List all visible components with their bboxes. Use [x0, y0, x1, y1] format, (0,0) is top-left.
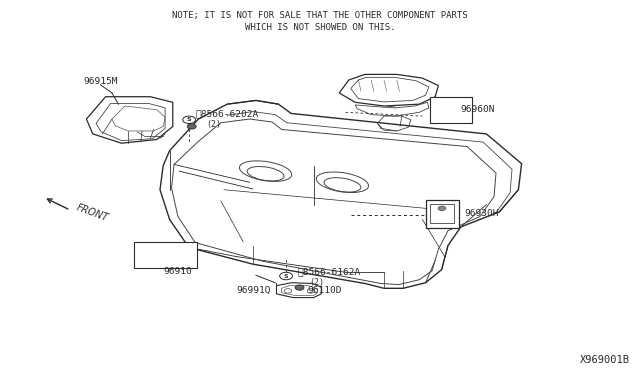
- Text: (2): (2): [309, 278, 324, 287]
- Text: 96960N: 96960N: [461, 105, 495, 114]
- Circle shape: [188, 124, 196, 129]
- Text: NOTE; IT IS NOT FOR SALE THAT THE OTHER COMPONENT PARTS: NOTE; IT IS NOT FOR SALE THAT THE OTHER …: [172, 11, 468, 20]
- Circle shape: [438, 206, 445, 211]
- Circle shape: [183, 116, 196, 124]
- Text: 96930H: 96930H: [464, 209, 499, 218]
- FancyBboxPatch shape: [426, 200, 459, 228]
- Text: S: S: [284, 273, 289, 279]
- Text: S: S: [187, 117, 191, 122]
- Text: Ⓢ8566-6162A: Ⓢ8566-6162A: [298, 268, 361, 277]
- Text: FRONT: FRONT: [76, 202, 110, 223]
- Circle shape: [280, 272, 292, 280]
- Bar: [134, 242, 197, 268]
- Bar: [430, 204, 454, 223]
- Text: X969001B: X969001B: [580, 355, 630, 365]
- Bar: [430, 97, 472, 123]
- Text: 96915M: 96915M: [83, 77, 118, 86]
- Text: 96110D: 96110D: [307, 286, 342, 295]
- Text: Ⓢ8566-6202A: Ⓢ8566-6202A: [195, 109, 259, 118]
- Text: 96910: 96910: [163, 267, 192, 276]
- Text: 96991Q: 96991Q: [237, 286, 271, 295]
- Circle shape: [295, 285, 304, 290]
- Text: WHICH IS NOT SHOWED ON THIS.: WHICH IS NOT SHOWED ON THIS.: [244, 23, 396, 32]
- Text: (2): (2): [207, 120, 221, 129]
